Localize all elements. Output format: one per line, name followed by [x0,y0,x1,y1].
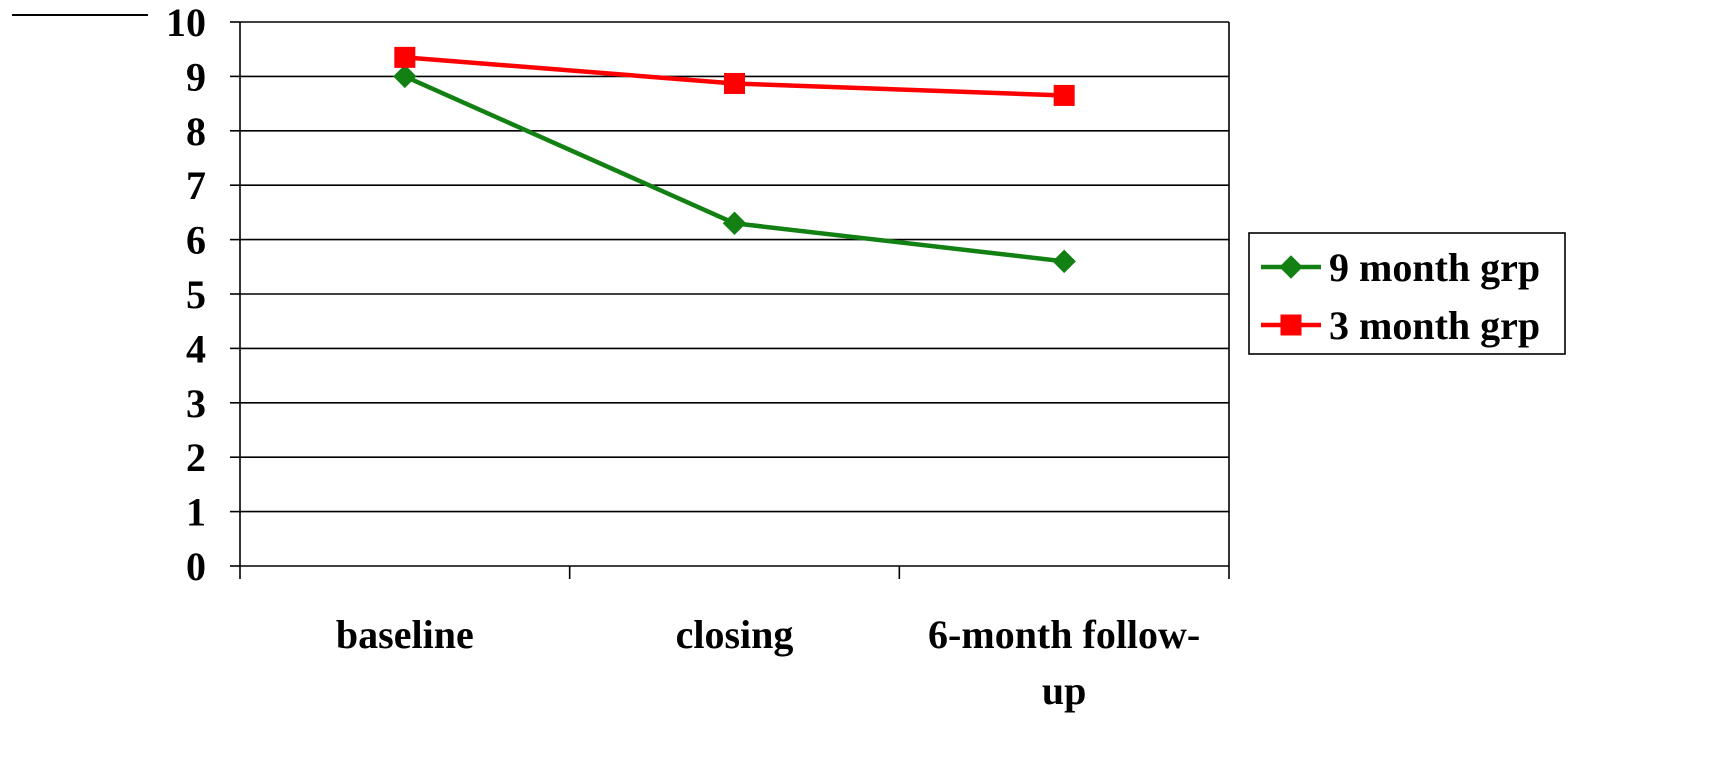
legend-diamond-marker [1279,255,1303,279]
x-category-label: 6-month follow-up [928,612,1200,713]
legend: 9 month grp 3 month grp [1248,232,1566,355]
x-category-label: baseline [336,612,474,657]
x-axis-ticks [239,566,1230,579]
y-tick-label: 10 [166,0,206,45]
diamond-data-point [393,64,417,89]
diamond-data-point [722,211,747,235]
series-1 [393,64,1076,274]
legend-box [1248,232,1566,355]
legend-label: 9 month grp [1329,245,1540,290]
y-tick-label: 1 [186,490,206,535]
gridlines [240,21,1229,513]
y-tick-label: 0 [186,544,206,589]
y-tick-label: 4 [186,326,206,371]
square-data-point [724,72,745,94]
legend-item: 3 month grp [1261,303,1540,348]
square-data-point [394,46,416,68]
series-layer [393,46,1076,274]
series-2 [394,46,1075,106]
legend-item: 9 month grp [1261,245,1540,290]
x-axis-category-labels: baseline closing 6-month follow-up [336,612,1200,713]
y-tick-label: 9 [186,54,206,99]
legend-label: 3 month grp [1329,303,1540,348]
y-tick-label: 2 [186,435,206,480]
square-data-point [1053,84,1075,106]
y-tick-label: 3 [186,381,206,426]
y-tick-label: 7 [186,163,206,208]
diamond-data-point [1052,249,1076,274]
legend-square-marker [1280,314,1302,336]
y-axis-tick-labels: 0 1 2 3 4 5 6 7 8 9 10 [166,0,206,589]
y-tick-label: 8 [186,109,206,154]
y-tick-label: 5 [186,272,206,317]
x-category-label: closing [676,612,794,657]
y-axis-ticks [230,21,240,567]
y-tick-label: 6 [186,218,206,263]
